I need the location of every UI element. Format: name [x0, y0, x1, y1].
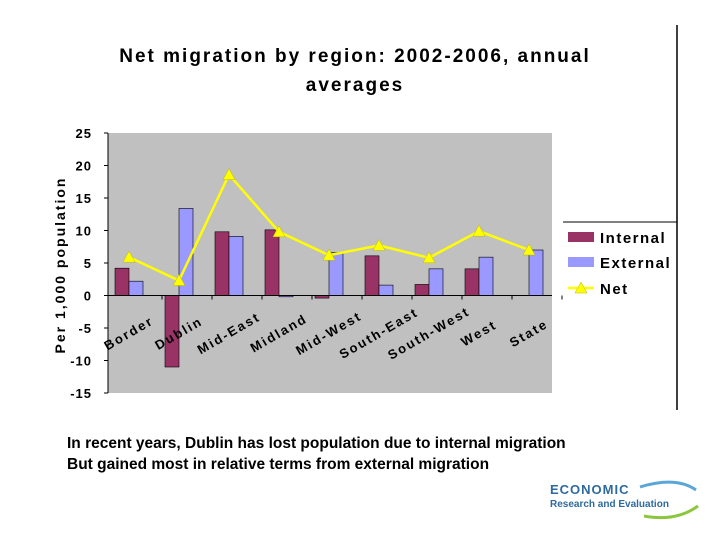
bar-external-mid-east — [228, 236, 244, 296]
y-axis-label: Per 1,000 population — [52, 177, 68, 354]
caption-line-1: In recent years, Dublin has lost populat… — [67, 435, 566, 452]
logo-bottom-text: Research and Evaluation — [550, 499, 669, 510]
net-marker-dublin — [172, 274, 186, 286]
bar-external-south-east — [378, 284, 394, 296]
legend-swatch-internal — [568, 232, 594, 242]
bar-internal-border — [114, 267, 130, 296]
y-tick-label: -15 — [70, 386, 92, 401]
y-tick-label: 20 — [76, 159, 92, 174]
bar-internal-west — [464, 268, 480, 296]
legend-marker-net — [574, 281, 588, 294]
legend-swatch-external — [568, 257, 594, 267]
y-tick-label: 0 — [84, 289, 92, 304]
bar-internal-south-east — [364, 255, 380, 296]
legend-label-internal: Internal — [600, 230, 666, 247]
net-marker-mid-west — [322, 248, 336, 261]
y-tick-label: 25 — [76, 126, 92, 141]
bar-external-border — [128, 280, 144, 296]
net-marker-south-west — [422, 251, 436, 264]
y-tick-label: 10 — [76, 224, 92, 239]
chart-title-line1: Net migration by region: 2002-2006, annu… — [119, 46, 591, 67]
net-marker-midland — [272, 225, 286, 238]
bar-external-south-west — [428, 268, 444, 296]
bar-external-west — [478, 256, 494, 296]
chart-title-line2: averages — [306, 75, 404, 96]
legend-label-external: External — [600, 255, 671, 272]
legend-label-net: Net — [600, 281, 629, 298]
net-marker-mid-east — [222, 168, 236, 180]
caption-line-2: But gained most in relative terms from e… — [67, 456, 490, 473]
net-marker-border — [122, 250, 136, 263]
bar-internal-mid-east — [214, 231, 230, 296]
y-tick-label: 5 — [84, 256, 92, 271]
bar-internal-midland — [264, 229, 280, 296]
net-marker-state — [522, 243, 536, 256]
logo-swoosh-icon — [639, 480, 699, 520]
y-tick-label: 15 — [76, 191, 92, 206]
bar-external-state — [528, 249, 544, 296]
bar-internal-south-west — [414, 284, 430, 296]
net-marker-west — [472, 224, 486, 237]
y-tick-label: -10 — [70, 354, 92, 369]
economic-research-logo: ECONOMIC Research and Evaluation — [548, 478, 708, 524]
y-tick-label: -5 — [78, 321, 92, 336]
net-marker-south-east — [372, 238, 386, 251]
logo-top-text: ECONOMIC — [550, 482, 630, 497]
